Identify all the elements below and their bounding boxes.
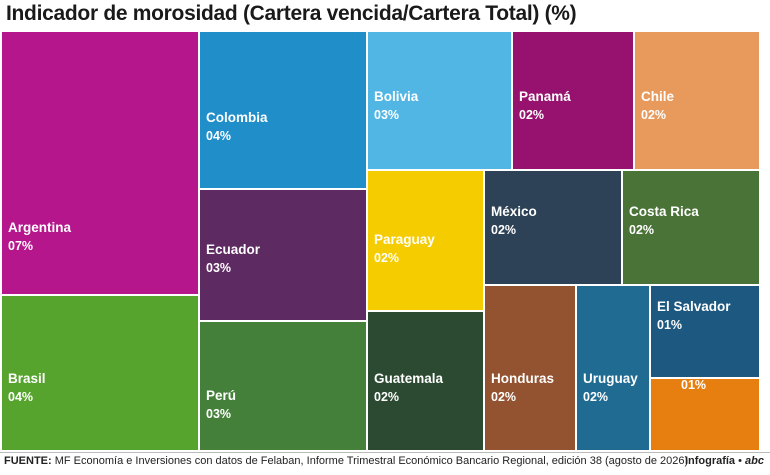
source-text: MF Economía e Inversiones con datos de F… [51,455,689,467]
tile-value: 04% [8,390,34,404]
tile-label: Ecuador [206,242,261,257]
tile-ecuador: Ecuador 03% [200,190,366,320]
tile-costa-rica: Costa Rica 02% [623,171,759,284]
tile-value: 01% [681,379,707,392]
credit-label: Infografía [684,455,736,467]
tile-uruguay: Uruguay 02% [577,286,649,450]
tile-republica-dominicana: República Dominicana01% [651,379,759,450]
footer: FUENTE: MF Economía e Inversiones con da… [4,455,766,471]
tile-mexico: México 02% [485,171,621,284]
tile-value: 02% [629,223,655,237]
tile-label: Argentina [8,220,72,235]
footer-divider [0,452,770,453]
tile-el-salvador: El Salvador 01% [651,286,759,377]
treemap: Argentina 07% Brasil 04% Colombia 04% Ecuador 0… [0,30,770,452]
tile-value: 03% [374,108,400,122]
tile-label: Colombia [206,110,268,125]
tile-brasil: Brasil 04% [2,296,198,450]
tile-peru: Perú 03% [200,322,366,450]
tile-value: 02% [491,223,517,237]
credit: Infografía • abc [685,455,764,467]
tile-value: 03% [206,407,232,421]
tile-label: Paraguay [374,232,435,247]
credit-separator: • [735,455,746,467]
tile-label: El Salvador [657,299,731,314]
tile-honduras: Honduras 02% [485,286,575,450]
tile-guatemala: Guatemala 02% [368,312,483,450]
tile-label: México [491,204,537,219]
abc-logo: abc [745,455,764,467]
chart-title: Indicador de morosidad (Cartera vencida/… [6,2,577,25]
tile-argentina: Argentina 07% [2,32,198,294]
tile-value: 03% [206,261,232,275]
tile-value: 07% [8,239,34,253]
tile-label: Perú [206,388,237,403]
tile-value: 04% [206,129,232,143]
tile-value: 02% [491,390,517,404]
tile-label: Bolivia [374,89,419,104]
tile-label: Brasil [8,371,46,386]
tile-value: 02% [519,108,545,122]
tile-label: Panamá [519,89,571,104]
tile-chile: Chile 02% [635,32,759,169]
tile-bolivia: Bolivia 03% [368,32,511,169]
tile-panama: Panamá 02% [513,32,633,169]
tile-value: 02% [374,390,400,404]
tile-value: 01% [657,318,683,332]
tile-value: 02% [583,390,609,404]
source-label: FUENTE: [4,455,52,467]
tile-label: Chile [641,89,675,104]
tile-label: Costa Rica [629,204,699,219]
tile-label: Guatemala [374,371,444,386]
tile-label: Honduras [491,371,555,386]
tile-paraguay: Paraguay 02% [368,171,483,310]
tile-colombia: Colombia 04% [200,32,366,188]
tile-value: 02% [641,108,667,122]
tile-value: 02% [374,251,400,265]
tile-label: Uruguay [583,371,638,386]
